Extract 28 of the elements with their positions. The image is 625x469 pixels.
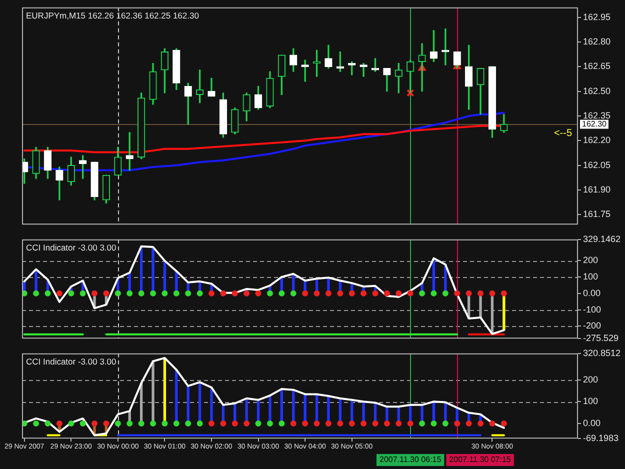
chart-title: CCI Indicator -3.00 3.00 bbox=[26, 242, 117, 253]
annotation: <--5 bbox=[554, 128, 572, 140]
y-tick-label: -275.529 bbox=[583, 333, 619, 344]
y-tick-label: -200 bbox=[583, 320, 602, 331]
y-tick-label: 0.00 bbox=[583, 418, 601, 428]
y-tick-label: 162.35 bbox=[583, 110, 611, 120]
y-tick-label: 0.00 bbox=[583, 288, 601, 298]
ref-line-label: 162.30 bbox=[582, 119, 608, 128]
y-tick-label: 100 bbox=[583, 271, 598, 282]
ref-line-label: 2007.11.30 06:15 bbox=[380, 455, 442, 464]
y-tick-label: 162.20 bbox=[583, 135, 611, 146]
y-tick-label: 100 bbox=[583, 396, 598, 406]
ref-line-label: 2007.11.30 07:15 bbox=[449, 455, 512, 464]
y-tick-label: 162.05 bbox=[583, 160, 611, 170]
chart-title: CCI Indicator -3.00 3.00 bbox=[26, 356, 117, 367]
y-tick-label: 161.75 bbox=[583, 209, 611, 220]
y-tick-label: 320.8512 bbox=[583, 348, 621, 358]
y-tick-label: 200 bbox=[583, 374, 598, 384]
y-tick-label: 162.80 bbox=[583, 36, 611, 46]
y-tick-label: 162.95 bbox=[583, 12, 611, 22]
y-tick-label: 329.1462 bbox=[583, 234, 621, 244]
y-tick-label: 161.90 bbox=[583, 184, 611, 195]
chart-title: EURJPYm,M15 162.26 162.36 162.25 162.30 bbox=[26, 10, 200, 21]
y-tick-label: -69.1983 bbox=[583, 433, 619, 444]
y-tick-label: 200 bbox=[583, 255, 598, 266]
y-tick-label: -100 bbox=[583, 304, 602, 314]
y-tick-label: 162.50 bbox=[583, 86, 611, 96]
y-tick-label: 162.65 bbox=[583, 61, 611, 72]
